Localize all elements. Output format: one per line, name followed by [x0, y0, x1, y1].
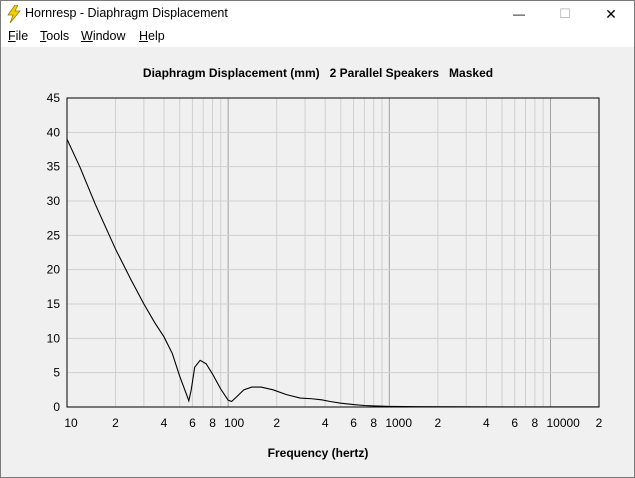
y-tick-label: 0 — [53, 400, 60, 414]
chart-title: Diaphragm Displacement (mm) 2 Parallel S… — [143, 66, 493, 80]
plot-frame — [66, 97, 600, 408]
displacement-series-line — [66, 138, 599, 408]
x-tick-label: 8 — [532, 416, 539, 430]
menu-bar: File Tools Window Help — [1, 27, 634, 47]
menu-window[interactable]: Window — [81, 29, 126, 43]
x-tick-label: 2 — [434, 416, 441, 430]
y-tick-label: 15 — [47, 297, 61, 311]
close-button[interactable]: ✕ — [588, 1, 634, 27]
x-tick-label: 1000 — [385, 416, 412, 430]
x-axis-label: Frequency (hertz) — [268, 446, 369, 460]
y-tick-label: 30 — [47, 194, 61, 208]
menu-file[interactable]: File — [8, 29, 29, 43]
window-title: Hornresp - Diaphragm Displacement — [25, 6, 228, 20]
grid-lines — [67, 98, 599, 407]
y-tick-label: 25 — [47, 228, 61, 242]
minimize-icon: — — [513, 7, 525, 21]
x-tick-label: 2 — [596, 416, 603, 430]
x-tick-label: 100 — [224, 416, 244, 430]
y-tick-label: 35 — [47, 160, 61, 174]
x-tick-label: 6 — [350, 416, 357, 430]
x-tick-label: 10 — [64, 416, 78, 430]
close-icon: ✕ — [605, 5, 617, 22]
x-tick-label: 4 — [322, 416, 329, 430]
x-axis-ticks: 10 2 4 6 8 100 2 4 6 8 1000 2 4 6 8 10000 2 — [64, 416, 602, 430]
y-axis-ticks: 0 5 10 15 20 25 30 35 40 45 — [47, 91, 61, 414]
lightning-bolt-icon — [7, 5, 21, 23]
x-tick-label: 6 — [189, 416, 196, 430]
menu-help[interactable]: Help — [139, 29, 165, 43]
maximize-button[interactable]: ☐ — [542, 1, 588, 27]
y-tick-label: 20 — [47, 263, 61, 277]
displacement-chart: Diaphragm Displacement (mm) 2 Parallel S… — [47, 66, 603, 460]
maximize-icon: ☐ — [559, 6, 571, 21]
menu-tools[interactable]: Tools — [40, 29, 70, 43]
y-tick-label: 5 — [53, 366, 60, 380]
minimize-button[interactable]: — — [496, 1, 542, 27]
x-tick-label: 8 — [370, 416, 377, 430]
x-tick-label: 4 — [483, 416, 490, 430]
x-tick-label: 4 — [161, 416, 168, 430]
y-tick-label: 10 — [47, 331, 61, 345]
x-tick-label: 6 — [511, 416, 518, 430]
chart-area: Diaphragm Displacement (mm) 2 Parallel S… — [1, 47, 634, 477]
y-tick-label: 40 — [47, 125, 61, 139]
x-tick-label: 2 — [273, 416, 280, 430]
x-tick-label: 2 — [112, 416, 119, 430]
y-tick-label: 45 — [47, 91, 61, 105]
title-bar[interactable]: Hornresp - Diaphragm Displacement — ☐ ✕ — [1, 1, 634, 27]
x-tick-label: 10000 — [546, 416, 580, 430]
x-tick-label: 8 — [209, 416, 216, 430]
